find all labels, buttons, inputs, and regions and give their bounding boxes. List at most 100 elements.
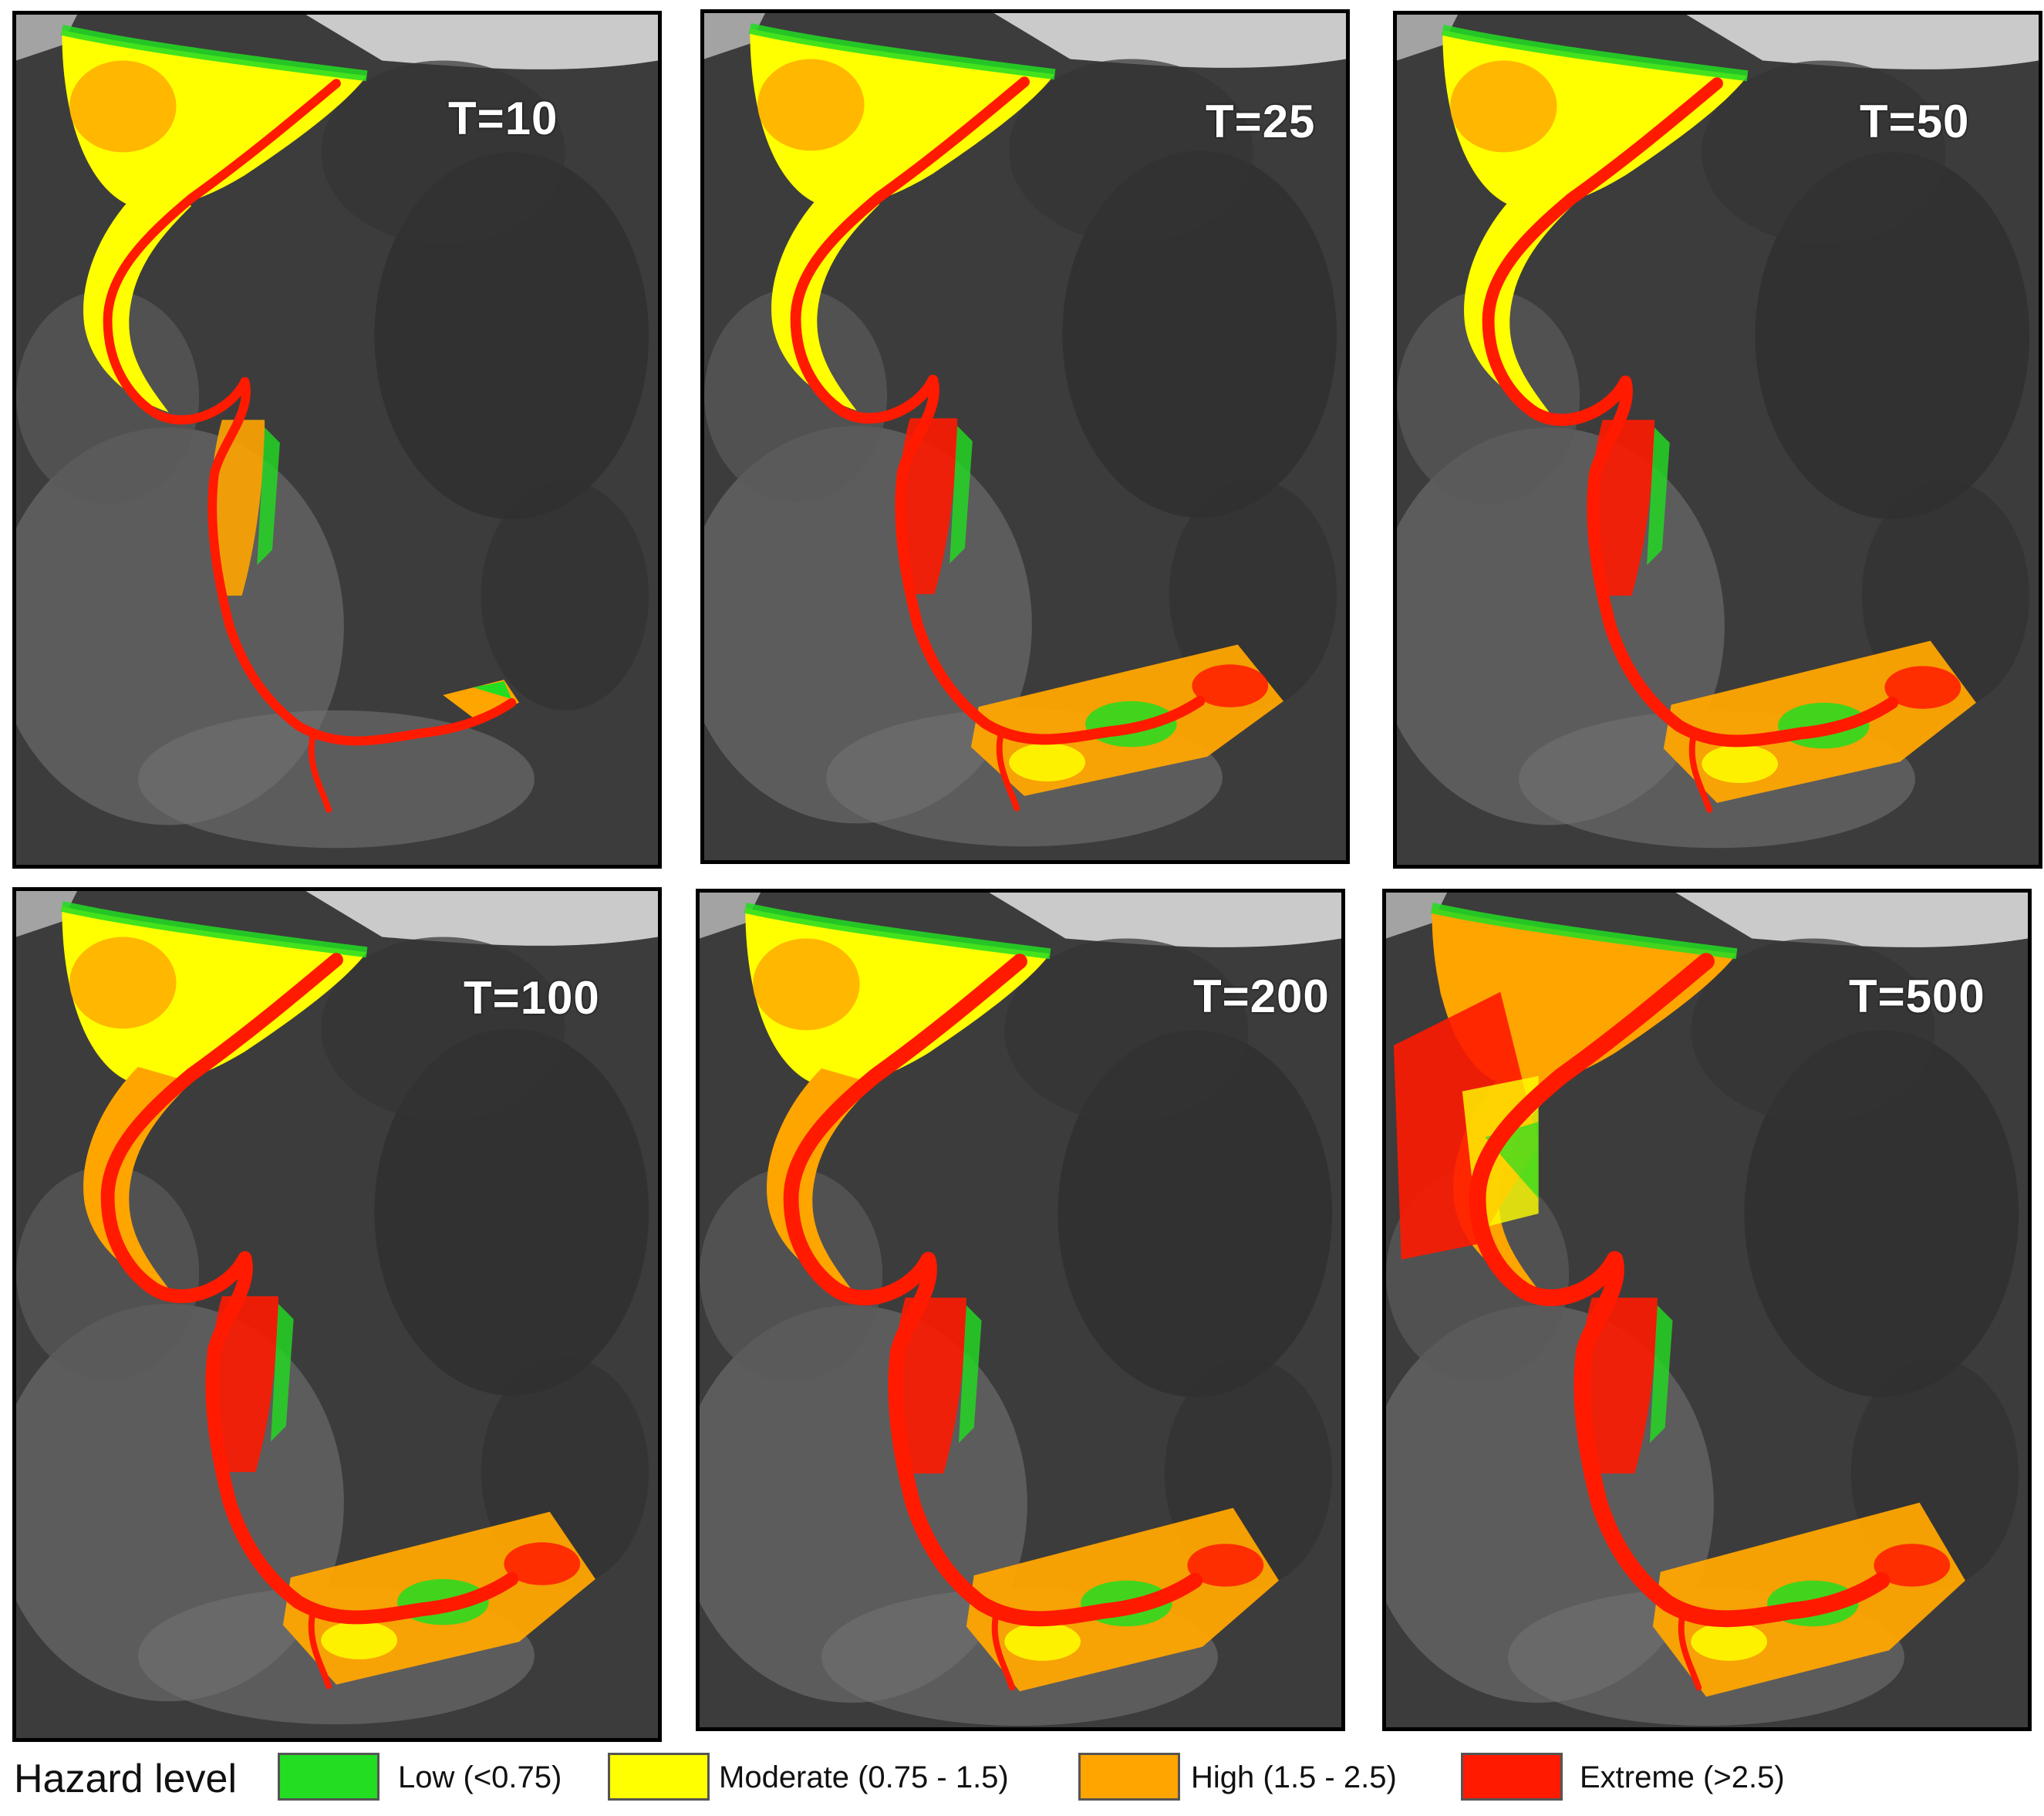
lower-floodplain-moderate bbox=[321, 1621, 398, 1659]
lower-floodplain-moderate bbox=[1691, 1622, 1768, 1661]
lower-floodplain-low bbox=[473, 681, 512, 699]
legend-swatch-high bbox=[1078, 1753, 1180, 1801]
river-channel bbox=[783, 954, 1203, 1627]
legend-swatch-moderate bbox=[608, 1753, 710, 1801]
urban-area bbox=[138, 710, 535, 849]
return-period-label: T=25 bbox=[1206, 96, 1316, 147]
legend-label-moderate: Moderate (0.75 - 1.5) bbox=[719, 1760, 1009, 1794]
hill-area bbox=[1702, 60, 1946, 245]
river-channel bbox=[103, 79, 517, 746]
river-channel bbox=[790, 76, 1206, 745]
estuary-low-fringe bbox=[744, 903, 1051, 960]
tributary-channel bbox=[308, 1606, 332, 1689]
river-channel bbox=[100, 953, 519, 1625]
sea-area bbox=[704, 13, 766, 59]
hill-area bbox=[1755, 152, 2030, 520]
return-period-label: T=100 bbox=[464, 972, 600, 1024]
estuary-low-fringe bbox=[1430, 903, 1738, 960]
map-panel-t100: T=100 bbox=[12, 887, 662, 1742]
sea-area bbox=[16, 891, 78, 937]
sea-area bbox=[989, 893, 1341, 947]
hill-area bbox=[374, 1028, 649, 1396]
estuary-high-patch bbox=[1450, 60, 1557, 153]
tributary-channel bbox=[996, 728, 1020, 812]
urban-area bbox=[1397, 289, 1580, 505]
sea-area bbox=[1686, 15, 2039, 69]
legend-label-high: High (1.5 - 2.5) bbox=[1191, 1760, 1397, 1794]
sea-area bbox=[16, 15, 78, 61]
estuary-low-fringe bbox=[60, 901, 368, 958]
hill-area bbox=[321, 60, 565, 245]
mid-valley-flood-zone bbox=[210, 1296, 278, 1473]
river-channel bbox=[1469, 953, 1891, 1628]
hill-area bbox=[1691, 938, 1935, 1122]
flood-map-t25 bbox=[704, 13, 1346, 860]
urban-area bbox=[704, 288, 888, 503]
return-period-label: T=200 bbox=[1193, 970, 1330, 1022]
map-panel-t500: T=500 bbox=[1382, 889, 2032, 1731]
flood-map-t500 bbox=[1386, 893, 2028, 1727]
hill-area bbox=[1057, 1030, 1333, 1397]
river-channel bbox=[1482, 77, 1899, 748]
hill-area bbox=[481, 481, 649, 711]
urban-area bbox=[16, 1166, 200, 1381]
lower-floodplain-extreme bbox=[1874, 1544, 1951, 1587]
legend-swatch-extreme bbox=[1461, 1753, 1563, 1801]
legend-label-low: Low (<0.75) bbox=[398, 1760, 562, 1794]
map-panel-t25: T=25 bbox=[700, 9, 1350, 864]
estuary-high-patch bbox=[69, 937, 177, 1029]
sea-area bbox=[1397, 15, 1459, 61]
mid-valley-low-fringe bbox=[271, 1304, 294, 1442]
tributary-channel bbox=[1688, 730, 1713, 813]
mid-valley-flood-zone bbox=[1590, 420, 1654, 596]
legend-swatch-low bbox=[278, 1753, 379, 1801]
mid-valley-low-fringe bbox=[1649, 1305, 1673, 1443]
flood-map-t200 bbox=[700, 893, 1341, 1727]
estuary-high-patch bbox=[69, 60, 177, 153]
tributary-channel bbox=[1678, 1608, 1702, 1691]
lower-floodplain-extreme bbox=[1192, 664, 1269, 707]
flood-map-t100 bbox=[16, 891, 658, 1738]
estuary-high-patch bbox=[757, 59, 865, 151]
hill-area bbox=[1009, 59, 1253, 243]
hill-area bbox=[374, 152, 649, 520]
map-panel-t50: T=50 bbox=[1393, 11, 2042, 869]
sea-area bbox=[1386, 893, 1448, 939]
estuary-low-fringe bbox=[1441, 25, 1749, 82]
hill-area bbox=[321, 937, 565, 1121]
lower-floodplain-moderate bbox=[1009, 743, 1086, 781]
flood-map-t50 bbox=[1397, 15, 2039, 865]
return-period-label: T=10 bbox=[448, 93, 558, 144]
hill-area bbox=[1004, 938, 1249, 1122]
estuary-high-patch bbox=[753, 938, 860, 1031]
sea-area bbox=[305, 15, 658, 69]
mid-valley-flood-zone bbox=[898, 418, 958, 595]
estuary-high-patch bbox=[1439, 938, 1546, 1031]
sea-area bbox=[993, 13, 1346, 68]
hill-area bbox=[1062, 150, 1337, 518]
mid-valley-low-fringe bbox=[257, 427, 280, 565]
urban-area bbox=[16, 289, 200, 505]
lower-floodplain-moderate bbox=[1004, 1622, 1081, 1661]
estuary-low-fringe bbox=[60, 25, 368, 82]
urban-area bbox=[700, 1167, 883, 1382]
sea-area bbox=[305, 891, 658, 946]
sea-area bbox=[700, 893, 761, 939]
legend-label-extreme: Extreme (>2.5) bbox=[1580, 1760, 1785, 1794]
return-period-label: T=50 bbox=[1860, 96, 1970, 147]
lower-floodplain-extreme bbox=[1187, 1544, 1264, 1587]
legend-title: Hazard level bbox=[14, 1757, 238, 1801]
mid-valley-flood-zone bbox=[1580, 1298, 1658, 1474]
lower-floodplain-extreme bbox=[1884, 666, 1961, 709]
tributary-channel bbox=[991, 1608, 1016, 1691]
flood-map-t10 bbox=[16, 15, 658, 865]
mid-valley-flood-zone bbox=[210, 420, 265, 596]
sea-area bbox=[1675, 893, 2028, 947]
hill-area bbox=[1744, 1030, 2019, 1397]
map-panel-t200: T=200 bbox=[696, 889, 1345, 1731]
mid-valley-flood-zone bbox=[893, 1298, 966, 1474]
lower-floodplain-extreme bbox=[504, 1542, 581, 1585]
hazard-legend: Hazard level Low (<0.75) Moderate (0.75 … bbox=[14, 1751, 2035, 1805]
lower-floodplain-moderate bbox=[1702, 744, 1779, 783]
tributary-channel bbox=[308, 730, 332, 813]
